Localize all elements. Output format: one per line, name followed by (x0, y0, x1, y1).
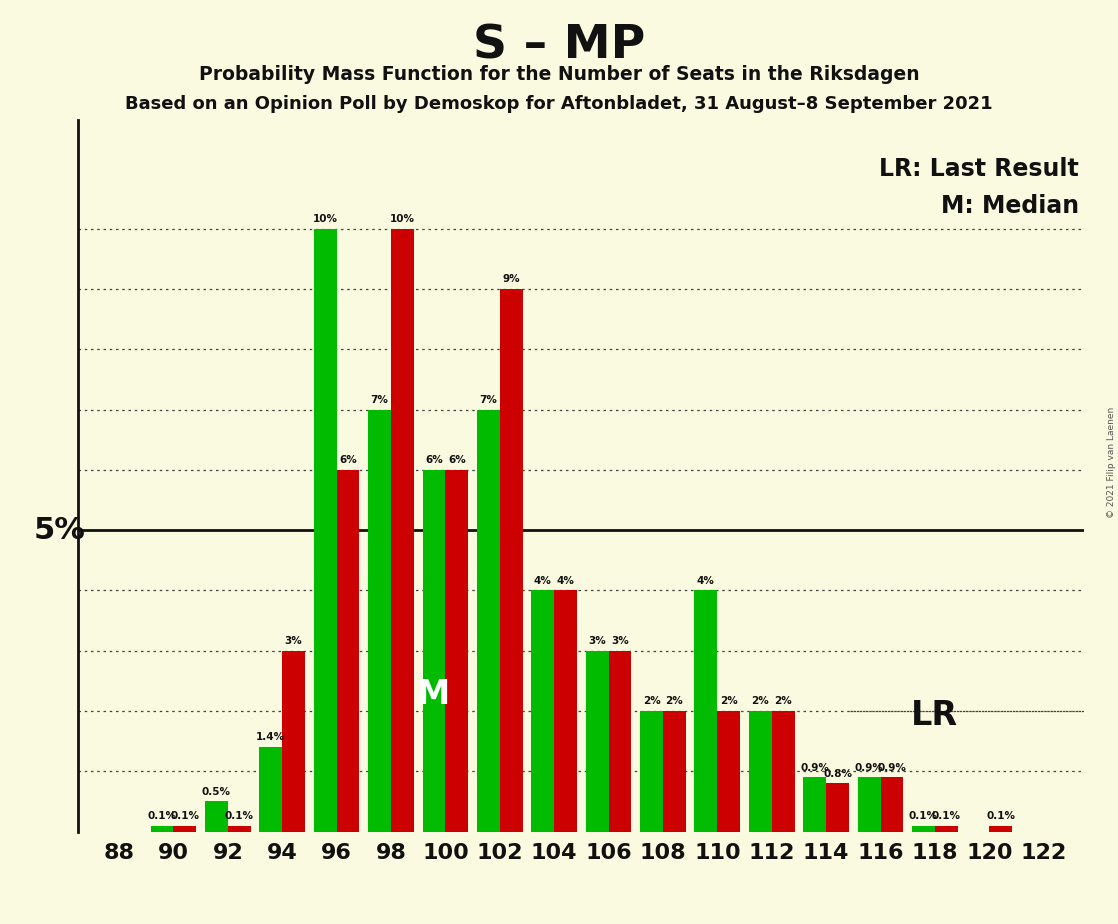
Text: 2%: 2% (751, 696, 769, 706)
Text: 4%: 4% (557, 576, 575, 586)
Bar (555, 590, 577, 832)
Text: 2%: 2% (643, 696, 661, 706)
Bar (803, 777, 826, 832)
Bar (858, 777, 881, 832)
Text: 2%: 2% (775, 696, 792, 706)
Text: M: M (417, 677, 451, 711)
Bar (477, 409, 500, 832)
Bar (173, 825, 197, 832)
Bar (694, 590, 718, 832)
Text: 6%: 6% (339, 455, 357, 465)
Bar (314, 228, 337, 832)
Text: © 2021 Filip van Laenen: © 2021 Filip van Laenen (1107, 407, 1116, 517)
Text: 0.9%: 0.9% (878, 762, 907, 772)
Text: 3%: 3% (588, 636, 606, 646)
Bar (423, 469, 445, 832)
Bar (718, 711, 740, 832)
Text: 0.9%: 0.9% (854, 762, 883, 772)
Bar (259, 748, 282, 832)
Bar (989, 825, 1012, 832)
Text: 0.1%: 0.1% (986, 810, 1015, 821)
Text: 0.1%: 0.1% (148, 810, 177, 821)
Text: 0.5%: 0.5% (202, 786, 231, 796)
Text: 4%: 4% (533, 576, 551, 586)
Text: Based on an Opinion Poll by Demoskop for Aftonbladet, 31 August–8 September 2021: Based on an Opinion Poll by Demoskop for… (125, 95, 993, 113)
Text: 0.1%: 0.1% (170, 810, 199, 821)
Text: 9%: 9% (502, 274, 520, 284)
Bar (935, 825, 958, 832)
Bar (531, 590, 555, 832)
Bar (500, 289, 522, 832)
Bar (586, 650, 608, 832)
Text: M: Median: M: Median (940, 194, 1079, 218)
Bar (912, 825, 935, 832)
Bar (445, 469, 468, 832)
Bar (641, 711, 663, 832)
Text: 2%: 2% (720, 696, 738, 706)
Text: 7%: 7% (480, 395, 498, 405)
Bar (337, 469, 360, 832)
Bar (881, 777, 903, 832)
Text: 3%: 3% (612, 636, 628, 646)
Text: S – MP: S – MP (473, 23, 645, 68)
Text: 1.4%: 1.4% (256, 733, 285, 742)
Text: 6%: 6% (425, 455, 443, 465)
Text: 0.1%: 0.1% (225, 810, 254, 821)
Text: 0.8%: 0.8% (823, 769, 852, 779)
Text: 0.1%: 0.1% (931, 810, 960, 821)
Text: 6%: 6% (448, 455, 466, 465)
Bar (368, 409, 391, 832)
Text: LR: Last Result: LR: Last Result (879, 157, 1079, 181)
Bar (391, 228, 414, 832)
Text: 0.9%: 0.9% (800, 762, 830, 772)
Bar (228, 825, 250, 832)
Bar (151, 825, 173, 832)
Text: 7%: 7% (371, 395, 389, 405)
Text: 5%: 5% (34, 516, 85, 544)
Text: 2%: 2% (665, 696, 683, 706)
Bar (608, 650, 632, 832)
Text: Probability Mass Function for the Number of Seats in the Riksdagen: Probability Mass Function for the Number… (199, 65, 919, 84)
Bar (205, 801, 228, 832)
Bar (749, 711, 771, 832)
Bar (826, 784, 849, 832)
Bar (282, 650, 305, 832)
Text: 0.1%: 0.1% (909, 810, 938, 821)
Bar (663, 711, 685, 832)
Bar (771, 711, 795, 832)
Text: 3%: 3% (285, 636, 303, 646)
Text: LR: LR (910, 699, 957, 733)
Text: 10%: 10% (313, 213, 338, 224)
Text: 10%: 10% (390, 213, 415, 224)
Text: 4%: 4% (697, 576, 714, 586)
